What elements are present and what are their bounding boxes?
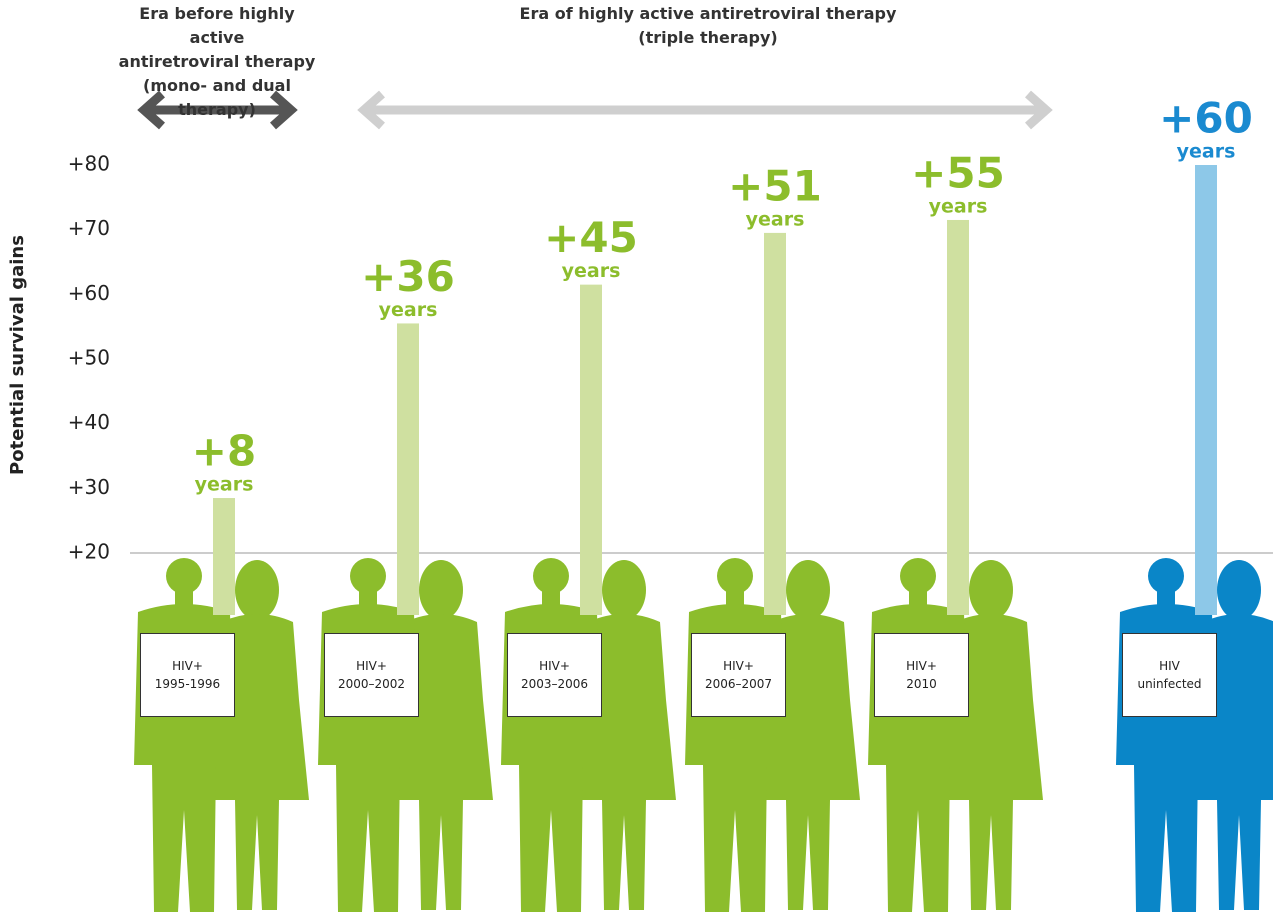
- bar: [947, 219, 969, 615]
- category-sign: HIV uninfected: [1122, 633, 1217, 717]
- man-head: [350, 558, 386, 594]
- y-tick-label: +80: [68, 152, 110, 176]
- gain-label: +51: [728, 161, 822, 210]
- woman-hair: [1217, 560, 1261, 620]
- era-label: Era of highly active antiretroviral ther…: [519, 4, 897, 47]
- unit-label: years: [1177, 141, 1236, 163]
- y-tick-label: +20: [68, 540, 110, 564]
- man-neck: [175, 588, 193, 606]
- unit-label: years: [746, 208, 805, 230]
- bar: [764, 232, 786, 615]
- y-tick-label: +60: [68, 281, 110, 305]
- unit-label: years: [379, 299, 438, 321]
- arrow-head: [1025, 90, 1053, 130]
- bar: [1195, 165, 1217, 615]
- bar: [580, 284, 602, 615]
- y-tick-label: +30: [68, 475, 110, 499]
- man-neck: [726, 588, 744, 606]
- bar: [397, 323, 419, 615]
- era-label: Era before highly active antiretroviral …: [118, 4, 316, 119]
- woman-hair: [602, 560, 646, 620]
- arrow-head: [137, 90, 165, 130]
- arrow-head: [270, 90, 298, 130]
- woman-hair: [419, 560, 463, 620]
- y-tick-label: +40: [68, 410, 110, 434]
- arrow-head: [357, 90, 385, 130]
- man-head: [900, 558, 936, 594]
- man-head: [533, 558, 569, 594]
- man-neck: [909, 588, 927, 606]
- category-sign: HIV+ 1995-1996: [140, 633, 235, 717]
- woman-hair: [786, 560, 830, 620]
- man-neck: [359, 588, 377, 606]
- woman-hair: [235, 560, 279, 620]
- unit-label: years: [195, 474, 254, 496]
- gain-label: +45: [544, 213, 638, 262]
- category-sign: HIV+ 2003–2006: [507, 633, 602, 717]
- gain-label: +60: [1159, 94, 1253, 143]
- category-sign: HIV+ 2010: [874, 633, 969, 717]
- couple-silhouette: [1116, 558, 1273, 912]
- y-tick-label: +50: [68, 346, 110, 370]
- category-sign: HIV+ 2000–2002: [324, 633, 419, 717]
- woman-hair: [969, 560, 1013, 620]
- era-arrow: [357, 90, 1053, 130]
- unit-label: years: [929, 195, 988, 217]
- gain-label: +36: [361, 252, 455, 301]
- category-sign: HIV+ 2006–2007: [691, 633, 786, 717]
- unit-label: years: [562, 260, 621, 282]
- man-head: [717, 558, 753, 594]
- man-head: [1148, 558, 1184, 594]
- y-axis-title: Potential survival gains: [7, 235, 28, 475]
- gain-label: +8: [192, 427, 256, 476]
- man-neck: [542, 588, 560, 606]
- man-neck: [1157, 588, 1175, 606]
- gain-label: +55: [911, 148, 1005, 197]
- man-head: [166, 558, 202, 594]
- era-arrow: [137, 90, 298, 130]
- bar: [213, 498, 235, 615]
- y-tick-label: +70: [68, 216, 110, 240]
